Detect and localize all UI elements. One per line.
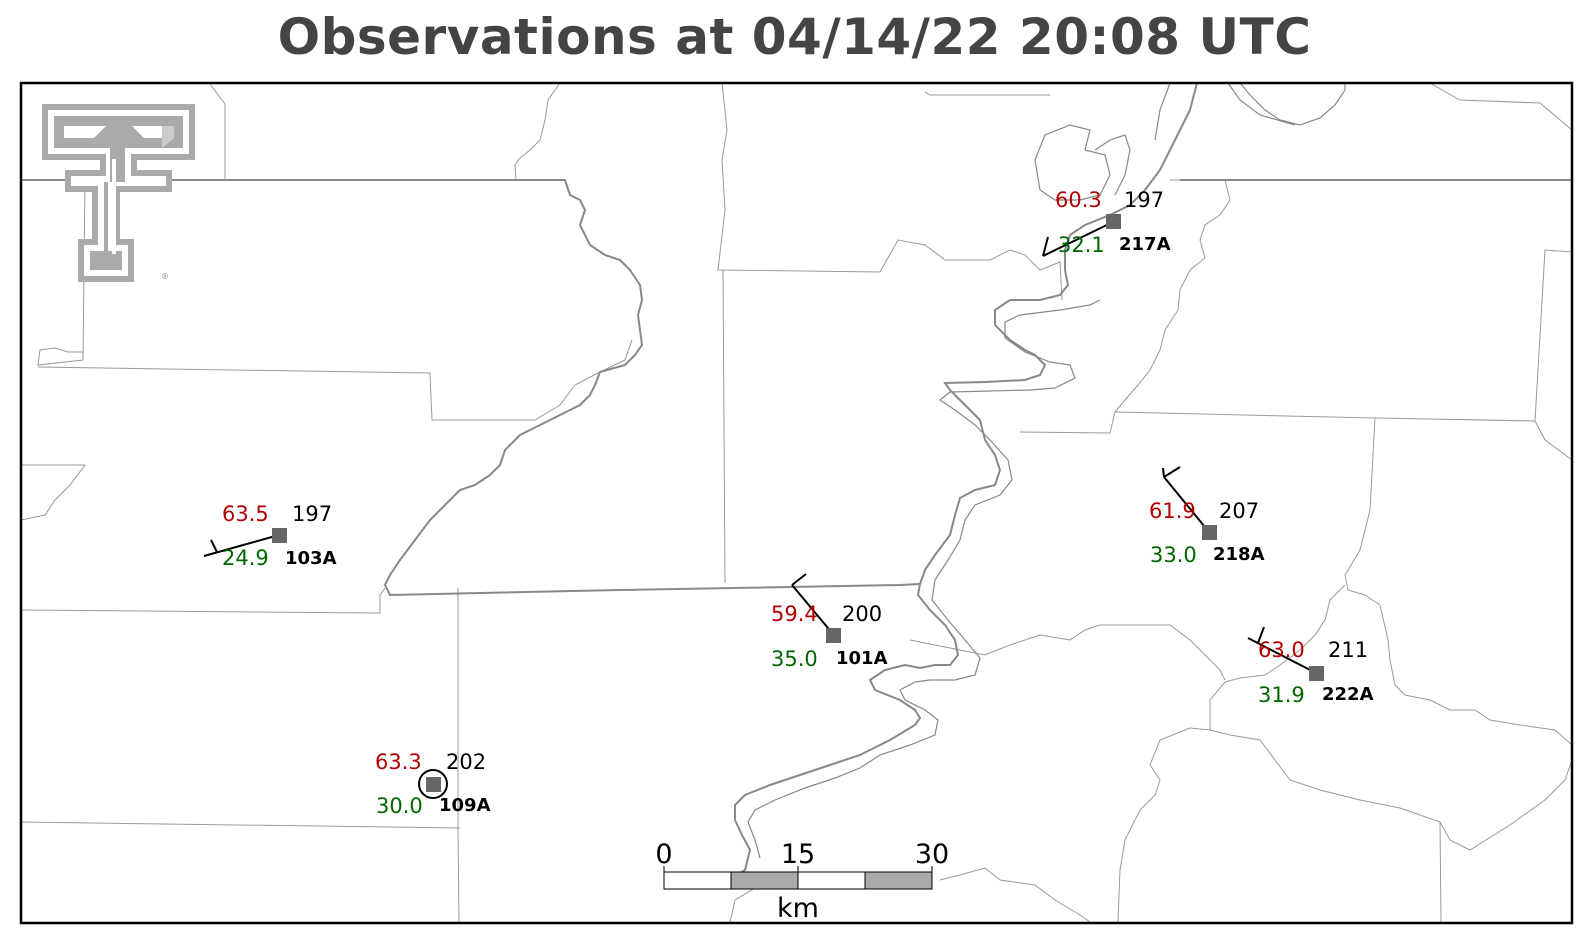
station-marker <box>1309 666 1324 681</box>
station-id: 218A <box>1213 544 1265 565</box>
scale-unit-label: km <box>777 893 819 924</box>
wind-barb-icon <box>203 534 280 557</box>
state-boundary <box>21 83 1572 881</box>
wind-barb-icon <box>1042 221 1114 257</box>
pressure-value: 197 <box>292 502 332 526</box>
dewpoint-value: 31.9 <box>1258 683 1305 707</box>
temperature-value: 63.3 <box>375 750 422 774</box>
map-title: Observations at 04/14/22 20:08 UTC <box>277 8 1312 66</box>
temperature-value: 61.9 <box>1149 499 1196 523</box>
registered-mark: ® <box>161 272 169 281</box>
dewpoint-value: 35.0 <box>771 647 818 671</box>
pressure-value: 202 <box>446 750 486 774</box>
temperature-value: 60.3 <box>1055 188 1102 212</box>
station-id: 217A <box>1119 234 1171 255</box>
station-marker <box>826 628 841 643</box>
texas-tech-logo-icon <box>42 104 195 282</box>
pressure-value: 207 <box>1219 499 1259 523</box>
station-id: 103A <box>285 548 337 569</box>
scale-tick-label: 30 <box>915 839 949 870</box>
station-id: 222A <box>1322 684 1374 705</box>
temperature-value: 59.4 <box>771 602 818 626</box>
river-banks <box>747 83 1346 859</box>
map-basemap: ® <box>21 83 1572 923</box>
station-marker <box>1106 214 1121 229</box>
scale-tick-label: 15 <box>781 839 815 870</box>
wind-barb-icon <box>1247 626 1317 674</box>
scale-bar: 0 15 30 km <box>655 839 949 924</box>
pressure-value: 211 <box>1328 638 1368 662</box>
dewpoint-value: 32.1 <box>1058 233 1105 257</box>
pressure-value: 197 <box>1124 188 1164 212</box>
temperature-value: 63.0 <box>1258 638 1305 662</box>
station-id: 101A <box>836 648 888 669</box>
scale-tick-label: 0 <box>655 839 672 870</box>
station-plot-217A[interactable]: 60.3 197 32.1 217A <box>1042 188 1171 257</box>
county-boundaries <box>21 83 1572 923</box>
station-marker <box>272 528 287 543</box>
station-marker <box>426 777 441 792</box>
wind-barb-icon <box>1162 466 1210 533</box>
wind-barb-icon <box>791 573 834 635</box>
station-plot-218A[interactable]: 61.9 207 33.0 218A <box>1149 466 1265 567</box>
station-plot-109A[interactable]: 63.3 202 30.0 109A <box>375 750 491 818</box>
station-plot-222A[interactable]: 63.0 211 31.9 222A <box>1247 626 1374 707</box>
station-plot-101A[interactable]: 59.4 200 35.0 101A <box>771 573 888 671</box>
station-marker <box>1202 525 1217 540</box>
calm-wind-circle-icon <box>418 769 448 799</box>
map-frame <box>19 81 1574 925</box>
station-id: 109A <box>439 795 491 816</box>
dewpoint-value: 24.9 <box>222 546 269 570</box>
temperature-value: 63.5 <box>222 502 269 526</box>
dewpoint-value: 30.0 <box>376 794 423 818</box>
station-plot-103A[interactable]: 63.5 197 24.9 103A <box>203 502 337 570</box>
pressure-value: 200 <box>842 602 882 626</box>
dewpoint-value: 33.0 <box>1150 543 1197 567</box>
